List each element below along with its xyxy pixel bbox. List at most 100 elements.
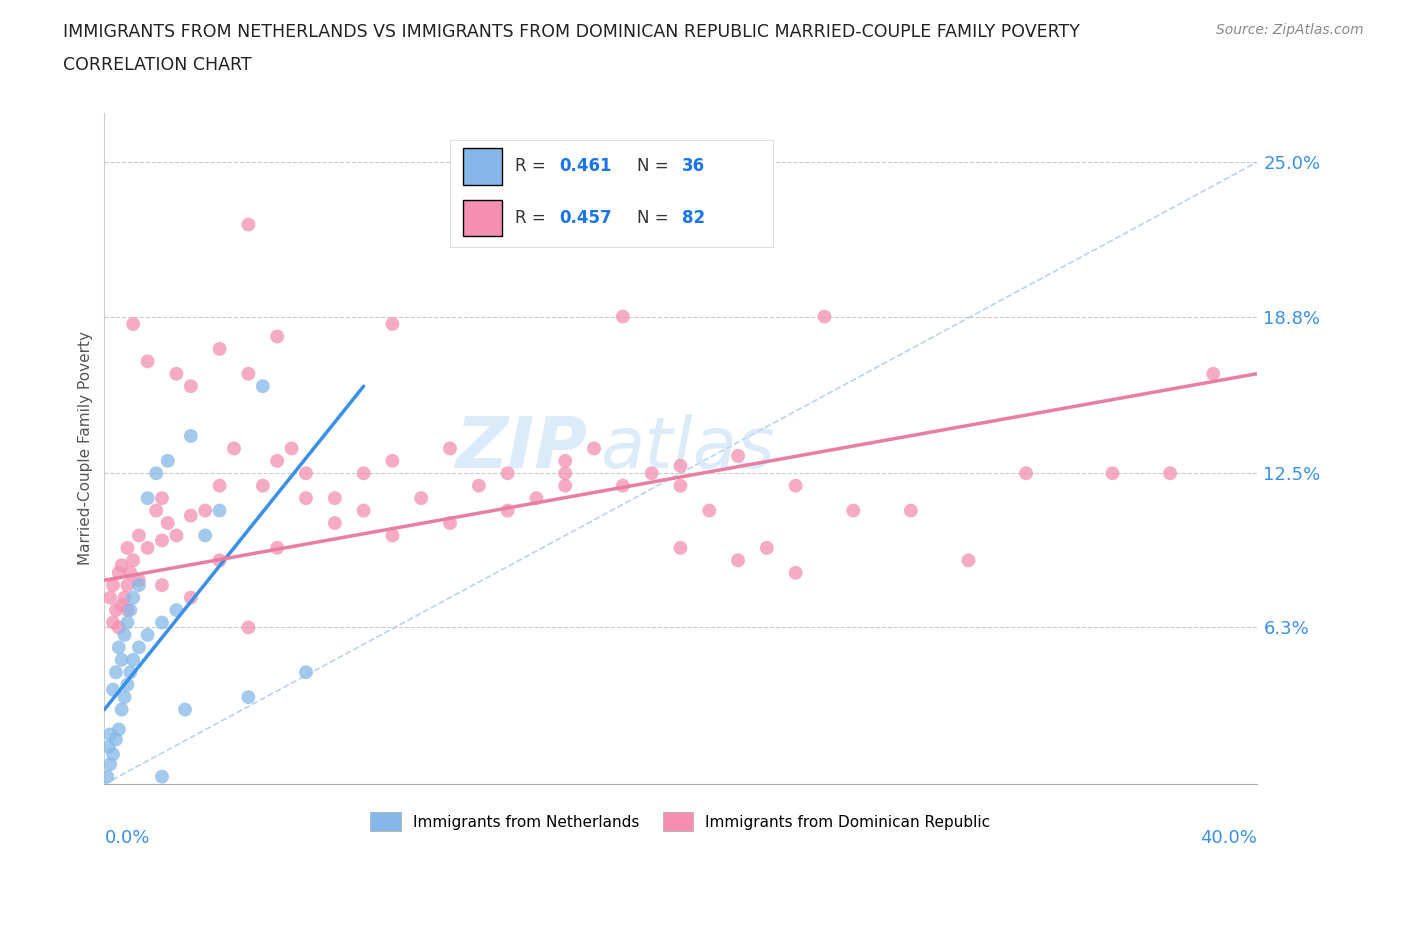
Point (1202, 366, 1225, 381)
Point (669, 540, 692, 555)
Point (150, 533, 173, 548)
Point (612, 309, 634, 324)
Point (1159, 466, 1181, 481)
Point (1101, 466, 1123, 481)
Point (101, 578, 124, 592)
Point (554, 466, 576, 481)
Point (120, 565, 142, 580)
Point (96, 769, 118, 784)
Point (669, 478, 692, 493)
Point (1015, 466, 1038, 481)
Point (266, 540, 288, 555)
Text: ZIP: ZIP (456, 414, 588, 483)
Point (122, 652, 145, 667)
Point (174, 702, 197, 717)
Point (208, 552, 231, 567)
Point (97, 739, 120, 754)
Text: atlas: atlas (600, 414, 775, 483)
Point (111, 558, 134, 573)
Point (150, 578, 173, 592)
Point (194, 528, 217, 543)
Point (120, 603, 142, 618)
Point (165, 528, 187, 543)
Point (150, 769, 173, 784)
Point (136, 491, 159, 506)
Point (323, 515, 346, 530)
Point (180, 591, 202, 605)
Point (98, 591, 121, 605)
Point (295, 466, 318, 481)
Point (104, 665, 127, 680)
Point (353, 503, 375, 518)
Point (266, 454, 288, 469)
Point (145, 503, 167, 518)
Point (280, 441, 302, 456)
Point (353, 466, 375, 481)
Point (208, 478, 231, 493)
Point (111, 598, 134, 613)
Point (208, 341, 231, 356)
Text: Source: ZipAtlas.com: Source: ZipAtlas.com (1216, 23, 1364, 37)
Point (381, 454, 404, 469)
Point (122, 316, 145, 331)
Point (104, 603, 127, 618)
Point (122, 591, 145, 605)
Point (98, 727, 121, 742)
Point (727, 448, 749, 463)
Text: 40.0%: 40.0% (1199, 829, 1257, 847)
Point (900, 503, 922, 518)
Point (957, 552, 980, 567)
Point (150, 491, 173, 506)
Point (122, 552, 145, 567)
Point (468, 478, 491, 493)
Point (107, 620, 129, 635)
Point (496, 503, 519, 518)
Point (252, 478, 274, 493)
Point (98, 757, 121, 772)
Text: 0.0%: 0.0% (104, 829, 150, 847)
Point (727, 552, 749, 567)
Point (165, 366, 187, 381)
Point (150, 615, 173, 630)
Point (554, 454, 576, 469)
Point (238, 620, 260, 635)
Point (120, 665, 142, 680)
Point (111, 652, 134, 667)
Point (640, 466, 662, 481)
Point (136, 540, 159, 555)
Text: CORRELATION CHART: CORRELATION CHART (63, 56, 252, 73)
Point (496, 466, 519, 481)
Point (381, 316, 404, 331)
Point (117, 677, 139, 692)
Point (128, 573, 150, 588)
Point (107, 565, 129, 580)
Point (156, 454, 179, 469)
Point (323, 491, 346, 506)
Point (111, 702, 134, 717)
Point (222, 441, 245, 456)
Point (101, 747, 124, 762)
Point (180, 508, 202, 523)
Point (842, 503, 865, 518)
Point (582, 441, 605, 456)
Point (252, 379, 274, 393)
Point (104, 732, 127, 747)
Point (128, 640, 150, 655)
Point (238, 366, 260, 381)
Point (439, 441, 461, 456)
Point (669, 458, 692, 473)
Point (165, 603, 187, 618)
Point (101, 683, 124, 698)
Point (411, 491, 433, 506)
Point (266, 329, 288, 344)
Point (114, 591, 136, 605)
Point (238, 217, 260, 232)
Point (554, 478, 576, 493)
Point (117, 578, 139, 592)
Legend: Immigrants from Netherlands, Immigrants from Dominican Republic: Immigrants from Netherlands, Immigrants … (364, 806, 997, 837)
Point (117, 603, 139, 618)
Point (117, 615, 139, 630)
Point (755, 540, 778, 555)
Point (114, 690, 136, 705)
Text: IMMIGRANTS FROM NETHERLANDS VS IMMIGRANTS FROM DOMINICAN REPUBLIC MARRIED-COUPLE: IMMIGRANTS FROM NETHERLANDS VS IMMIGRANT… (63, 23, 1080, 41)
